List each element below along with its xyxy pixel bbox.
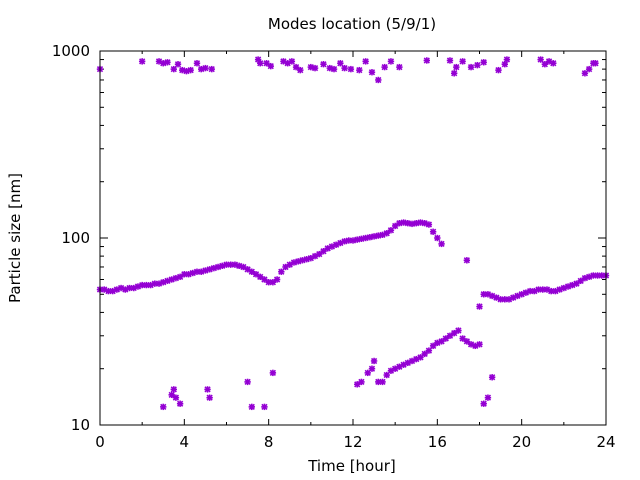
y-tick-label: 100 [61, 229, 90, 247]
data-point [383, 230, 390, 237]
data-point [193, 60, 201, 67]
data-point [176, 400, 184, 407]
data-point [379, 231, 386, 239]
data-point [425, 347, 433, 354]
data-point [187, 66, 194, 74]
y-axis-label: Particle size [nm] [6, 173, 24, 303]
data-point [356, 66, 363, 74]
data-point [408, 357, 416, 365]
data-point [495, 66, 502, 74]
data-point [261, 403, 268, 411]
plot-frame [99, 50, 607, 426]
data-point [451, 70, 458, 77]
data-point [206, 394, 213, 401]
data-point [438, 240, 445, 248]
data-point [244, 378, 251, 386]
data-point [550, 60, 557, 67]
data-point [176, 273, 184, 281]
data-point [476, 341, 483, 348]
x-tick-label: 0 [95, 433, 105, 451]
data-point [425, 221, 433, 228]
x-tick-label: 20 [512, 433, 531, 451]
data-point [423, 57, 430, 64]
x-tick-label: 24 [596, 433, 615, 451]
data-point [474, 61, 481, 69]
x-tick-label: 12 [343, 433, 362, 451]
data-point [282, 263, 289, 271]
data-point [370, 357, 378, 365]
data-point [484, 394, 492, 401]
data-point [170, 65, 177, 73]
data-point [257, 60, 264, 67]
data-point [459, 58, 466, 65]
data-point [434, 234, 441, 242]
data-point [164, 59, 171, 66]
data-point [480, 400, 487, 407]
data-point [337, 60, 344, 67]
data-point [573, 280, 580, 287]
data-point [160, 403, 167, 411]
data-point [537, 56, 544, 63]
data-point [170, 386, 177, 393]
data-point [267, 62, 274, 70]
data-point [368, 69, 376, 76]
data-point [208, 65, 215, 73]
data-point [387, 58, 395, 65]
data-point [476, 303, 483, 310]
data-point [160, 60, 167, 67]
data-point [320, 60, 327, 68]
data-point [311, 64, 319, 72]
data-point [379, 378, 386, 386]
data-point [206, 266, 213, 273]
data-point [168, 391, 175, 399]
data-point [396, 63, 403, 71]
data-point [446, 57, 454, 64]
data-point [174, 60, 182, 68]
data-point [413, 355, 420, 363]
data-point [438, 338, 445, 345]
x-tick-label: 4 [180, 433, 190, 451]
x-tick-label: 16 [428, 433, 447, 451]
data-point [375, 76, 382, 84]
chart-title: Modes location (5/9/1) [268, 15, 436, 33]
data-point [204, 386, 211, 393]
data-point [330, 65, 338, 73]
data-point [269, 369, 277, 377]
x-tick-label: 8 [264, 433, 274, 451]
data-point [585, 65, 593, 73]
data-point [358, 378, 365, 386]
data-point [453, 63, 460, 71]
data-point [362, 58, 369, 65]
data-point [263, 60, 270, 67]
data-point [455, 327, 462, 334]
data-point [488, 374, 496, 381]
data-point [202, 64, 209, 72]
y-tick-label: 10 [71, 416, 90, 434]
data-point [429, 228, 437, 235]
data-point [138, 58, 146, 65]
data-point [463, 257, 471, 264]
data-point [503, 56, 511, 63]
data-point [278, 268, 285, 275]
data-point [347, 65, 355, 73]
data-point [368, 365, 376, 372]
data-points [96, 56, 610, 411]
data-point [172, 394, 180, 401]
data-point [480, 59, 487, 66]
x-axis-label: Time [hour] [307, 457, 396, 475]
data-point [341, 64, 348, 72]
data-point [463, 338, 471, 345]
data-point [381, 63, 388, 71]
data-point [297, 66, 304, 74]
data-point [446, 332, 454, 339]
data-point [288, 58, 296, 65]
data-point [248, 403, 255, 411]
data-point [543, 286, 551, 293]
data-point [273, 276, 281, 283]
y-tick-label: 1000 [52, 42, 90, 60]
data-point [467, 63, 475, 71]
data-point [592, 60, 599, 67]
